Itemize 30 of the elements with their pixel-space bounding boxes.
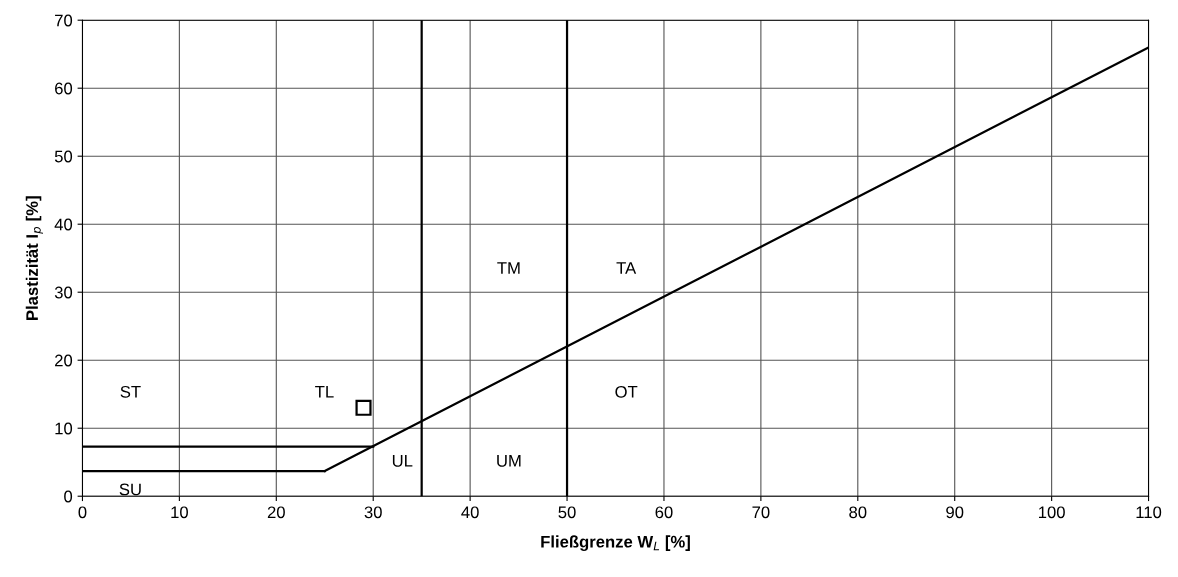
x-tick-label: 40 bbox=[461, 506, 479, 519]
x-tick-label: 80 bbox=[849, 506, 867, 519]
x-tick-label: 60 bbox=[655, 506, 673, 519]
y-axis-title: Plastizität I$_{p}$ [%] bbox=[25, 196, 43, 320]
annotation: TM bbox=[497, 262, 520, 274]
x-tick-label: 30 bbox=[364, 506, 382, 519]
y-tick-label: 60 bbox=[55, 82, 73, 95]
x-tick-label: 10 bbox=[171, 506, 188, 519]
annotation: SU bbox=[119, 483, 141, 496]
y-tick-label: 20 bbox=[55, 354, 73, 367]
x-tick-label: 110 bbox=[1136, 506, 1162, 519]
x-tick-label: 50 bbox=[558, 506, 576, 519]
x-tick-label: 20 bbox=[267, 506, 285, 519]
x-axis-title: Fließgrenze W$_{L}$ [%] bbox=[541, 535, 690, 551]
annotation: TL bbox=[315, 386, 334, 398]
x-tick-label: 90 bbox=[946, 506, 964, 519]
annotation: UM bbox=[497, 455, 521, 467]
x-tick-label: 0 bbox=[78, 506, 87, 519]
y-tick-label: 70 bbox=[55, 14, 73, 27]
x-tick-label: 70 bbox=[752, 506, 770, 519]
annotation: TA bbox=[616, 262, 637, 274]
annotation: OT bbox=[615, 385, 638, 398]
annotation: UL bbox=[392, 455, 413, 467]
y-tick-label: 50 bbox=[54, 150, 73, 163]
y-tick-label: 30 bbox=[54, 286, 73, 299]
annotation: ST bbox=[120, 385, 141, 398]
y-tick-label: 0 bbox=[64, 490, 73, 503]
y-tick-label: 40 bbox=[54, 218, 73, 231]
x-tick-label: 100 bbox=[1039, 506, 1065, 519]
y-tick-label: 10 bbox=[55, 422, 73, 435]
